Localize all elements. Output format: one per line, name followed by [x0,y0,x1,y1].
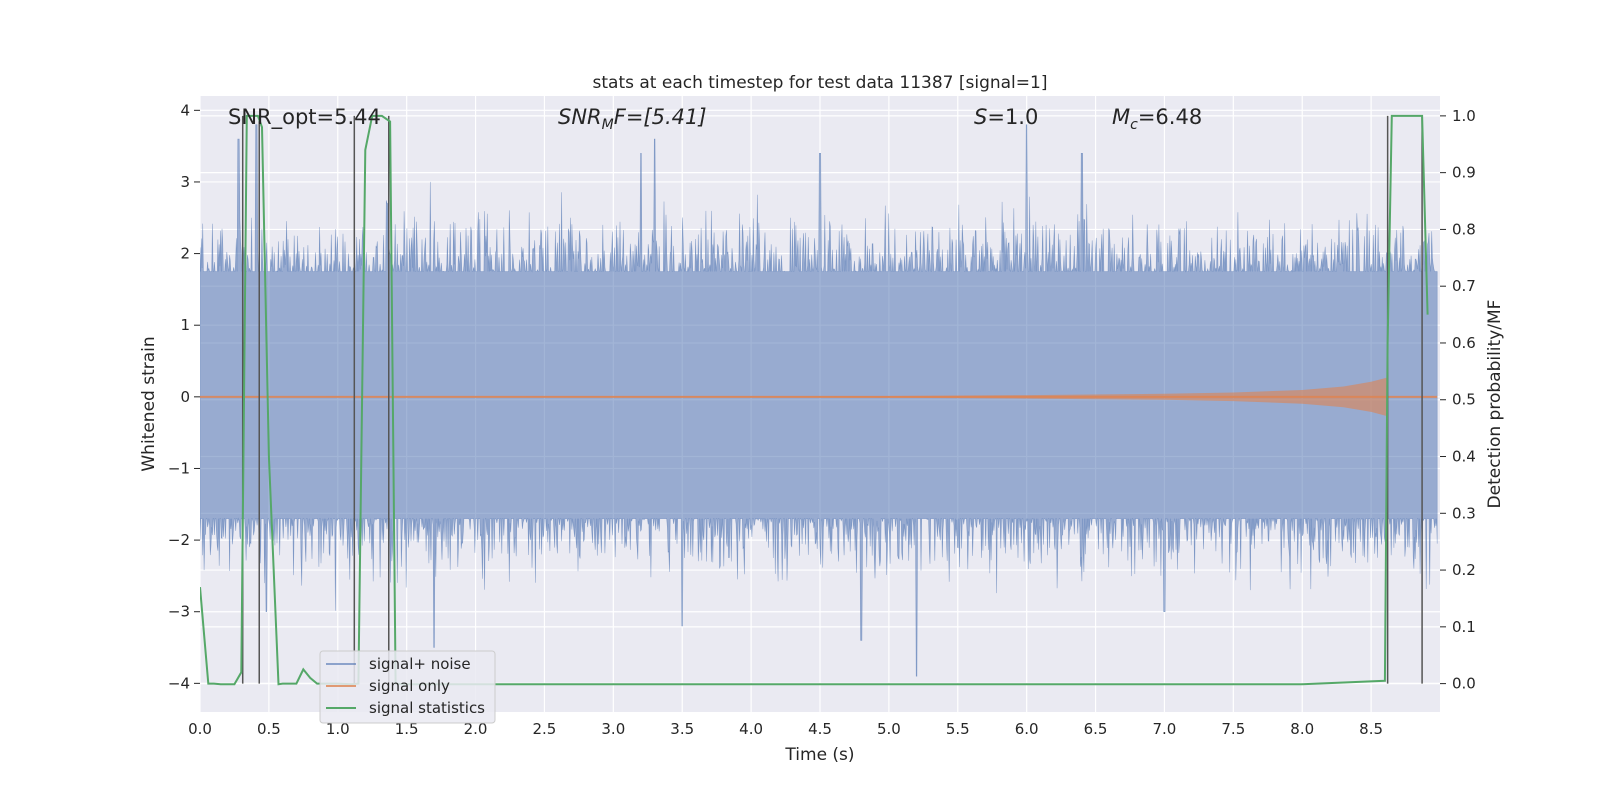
legend-label-statistics: signal statistics [369,699,485,717]
x-tick-label: 0.5 [257,720,281,738]
x-tick-label: 3.0 [601,720,625,738]
x-tick-label: 2.5 [533,720,557,738]
right-y-tick-label: 0.2 [1452,561,1476,579]
x-tick-labels: 0.0 0.5 1.0 1.5 2.0 2.5 3.0 3.5 4.0 4.5 5.0 5.5 6.0 6… [188,720,1383,738]
legend-box [319,650,496,724]
x-axis-label: Time (s) [784,745,854,765]
series-noise-band [200,124,1438,677]
x-tick-label: 6.0 [1015,720,1039,738]
x-tick-label: 0.0 [188,720,212,738]
x-tick-label: 8.5 [1359,720,1383,738]
legend: signal+ noise signal only signal statist… [319,650,496,724]
x-tick-label: 1.5 [395,720,419,738]
right-y-axis-label: Detection probability/MF [1485,300,1505,509]
legend-label-signal: signal only [369,677,450,695]
right-y-tick-label: 0.5 [1452,391,1476,409]
annotation-s: S=1.0 [974,105,1038,129]
right-y-tick-label: 0.6 [1452,334,1476,352]
x-tick-label: 7.0 [1153,720,1177,738]
left-y-tick-label: −4 [168,674,190,692]
x-tick-label: 5.0 [877,720,901,738]
x-tick-label: 2.0 [464,720,488,738]
left-y-tick-label: 2 [180,245,190,263]
right-y-tick-label: 0.4 [1452,448,1476,466]
right-y-tick-label: 0.9 [1452,164,1476,182]
left-y-tick-label: 1 [180,316,190,334]
right-y-tick-label: 0.1 [1452,618,1476,636]
x-tick-label: 4.0 [739,720,763,738]
left-y-tick-label: 0 [180,388,190,406]
right-y-tick-label: 0.7 [1452,277,1476,295]
left-y-tick-label: −2 [168,531,190,549]
right-y-tick-label: 0.8 [1452,220,1476,238]
annotation-snr-mf: SNRMF=[5.41] [558,105,707,133]
annotation-snr-opt: SNR_opt=5.44 [228,105,381,130]
left-y-tick-labels: 4 3 2 1 0 −1 −2 −3 −4 [168,101,200,692]
left-y-tick-label: −3 [168,603,190,621]
x-tick-label: 7.5 [1221,720,1245,738]
x-tick-label: 1.0 [326,720,350,738]
legend-label-noise: signal+ noise [369,655,471,673]
left-y-tick-label: 4 [180,101,190,119]
x-tick-label: 6.5 [1084,720,1108,738]
right-y-tick-label: 0.3 [1452,504,1476,522]
right-y-tick-label: 1.0 [1452,107,1476,125]
x-tick-label: 8.0 [1290,720,1314,738]
x-tick-label: 4.5 [808,720,832,738]
right-y-tick-label: 0.0 [1452,675,1476,693]
right-y-tick-labels: 1.0 0.9 0.8 0.7 0.6 0.5 0.4 0.3 0.2 0.1 0.0 [1440,107,1476,693]
left-y-tick-label: 3 [180,173,190,191]
x-tick-label: 5.5 [946,720,970,738]
annotation-mc: Mc=6.48 [1112,105,1202,133]
left-y-tick-label: −1 [168,459,190,477]
chart-title: stats at each timestep for test data 113… [593,73,1048,93]
left-y-axis-label: Whitened strain [139,336,159,471]
x-tick-label: 3.5 [670,720,694,738]
plot-layer [200,114,1438,686]
